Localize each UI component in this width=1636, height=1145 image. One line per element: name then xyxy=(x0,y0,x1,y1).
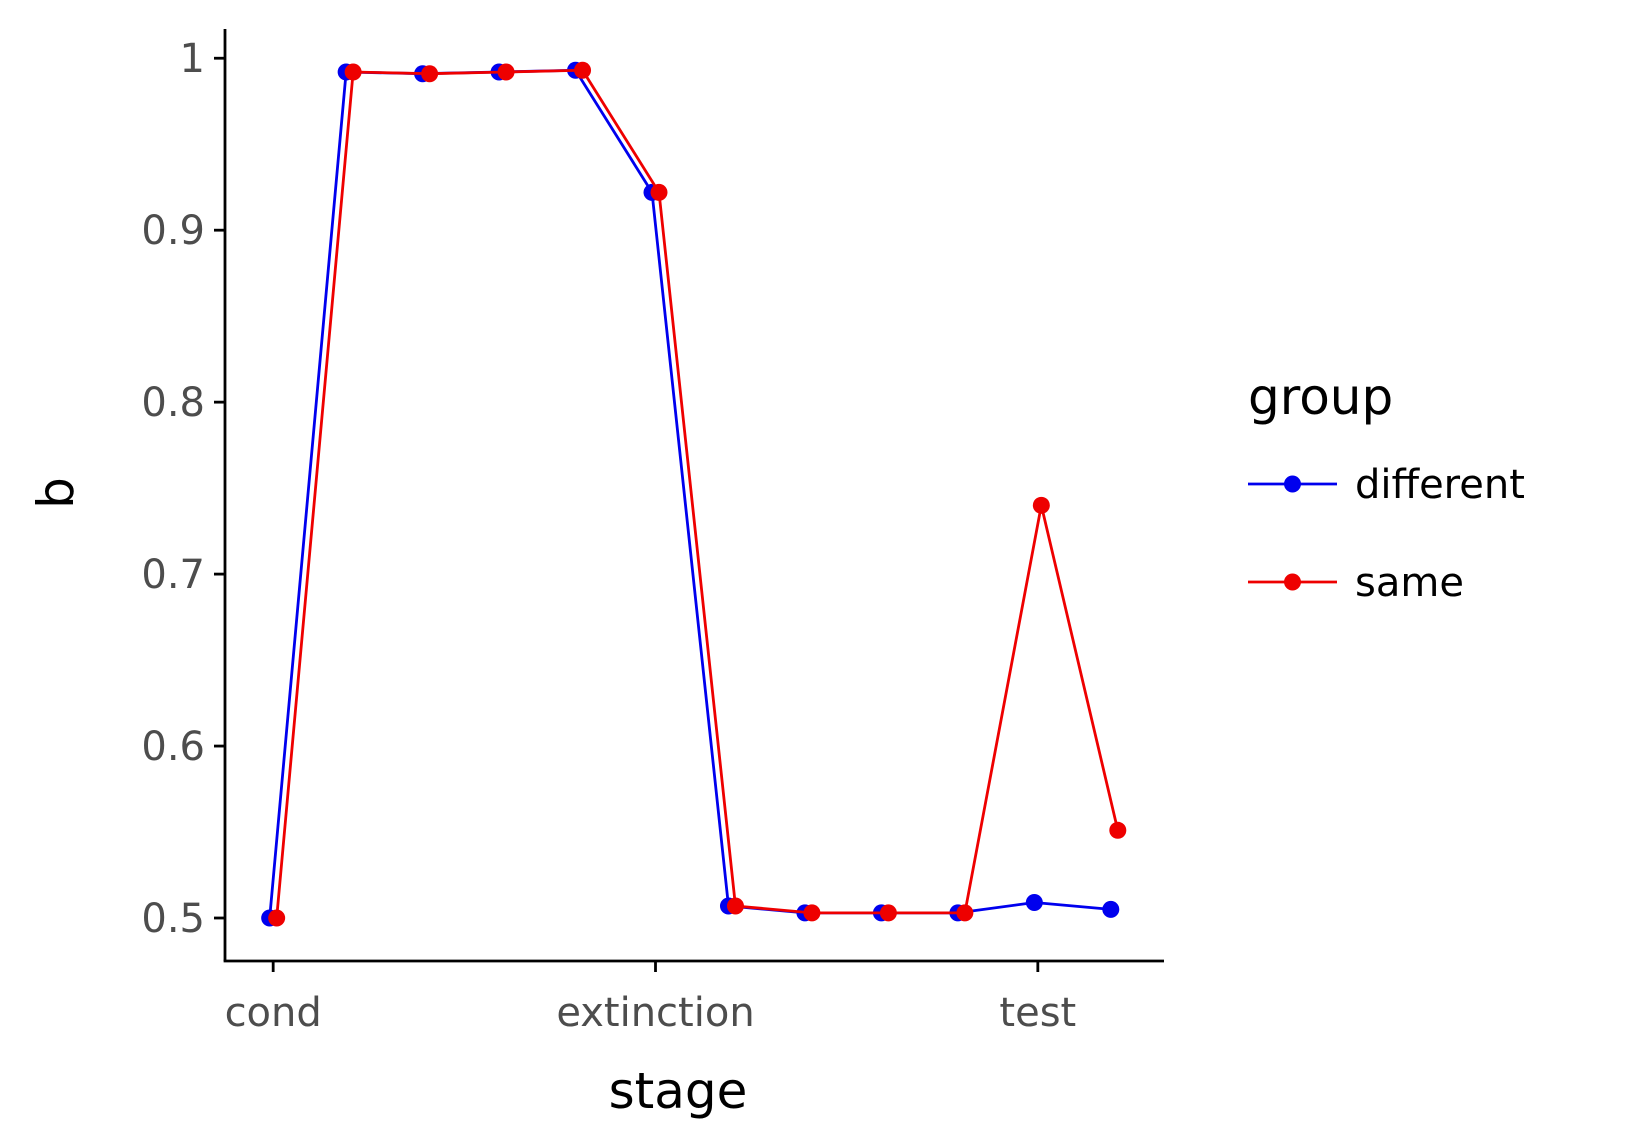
y-tick-label: 0.6 xyxy=(141,724,205,770)
y-tick-label: 0.9 xyxy=(141,208,205,254)
legend: group different same xyxy=(1248,368,1525,606)
y-tick-label: 0.5 xyxy=(141,896,205,942)
data-point-same xyxy=(421,65,439,83)
legend-label: same xyxy=(1355,560,1464,606)
x-tick-label: extinction xyxy=(556,990,754,1036)
data-point-same xyxy=(268,909,286,927)
data-point-same xyxy=(879,904,897,922)
data-point-same xyxy=(803,904,821,922)
y-tick-label: 0.7 xyxy=(141,552,205,598)
data-point-different xyxy=(1025,894,1043,912)
y-tick-label: 1 xyxy=(180,36,205,82)
legend-items: different same xyxy=(1248,462,1525,606)
legend-key-point xyxy=(1284,573,1301,591)
data-point-same xyxy=(1032,496,1050,514)
data-point-same xyxy=(497,63,515,81)
series-line-same xyxy=(275,68,1120,919)
legend-item-different: different xyxy=(1248,462,1525,508)
legend-label: different xyxy=(1355,462,1525,508)
data-point-same xyxy=(574,61,592,79)
y-axis-ticks: 0.5 0.6 0.7 0.8 0.9 1 xyxy=(141,36,225,942)
series-layer xyxy=(261,61,1127,927)
x-tick-label: test xyxy=(999,990,1076,1036)
y-axis-title: b xyxy=(27,477,85,509)
series-same xyxy=(268,61,1127,927)
data-point-same xyxy=(344,63,362,81)
x-axis-title: stage xyxy=(609,1062,748,1120)
data-point-same xyxy=(1109,821,1127,839)
legend-title: group xyxy=(1248,368,1393,426)
data-point-same xyxy=(650,183,668,201)
data-point-same xyxy=(956,904,974,922)
data-point-different xyxy=(1102,900,1120,918)
x-tick-label: cond xyxy=(225,990,322,1036)
data-point-same xyxy=(726,897,744,915)
legend-key-point xyxy=(1284,475,1301,493)
y-tick-label: 0.8 xyxy=(141,380,205,426)
legend-item-same: same xyxy=(1248,560,1464,606)
x-axis-ticks: cond extinction test xyxy=(225,961,1076,1036)
